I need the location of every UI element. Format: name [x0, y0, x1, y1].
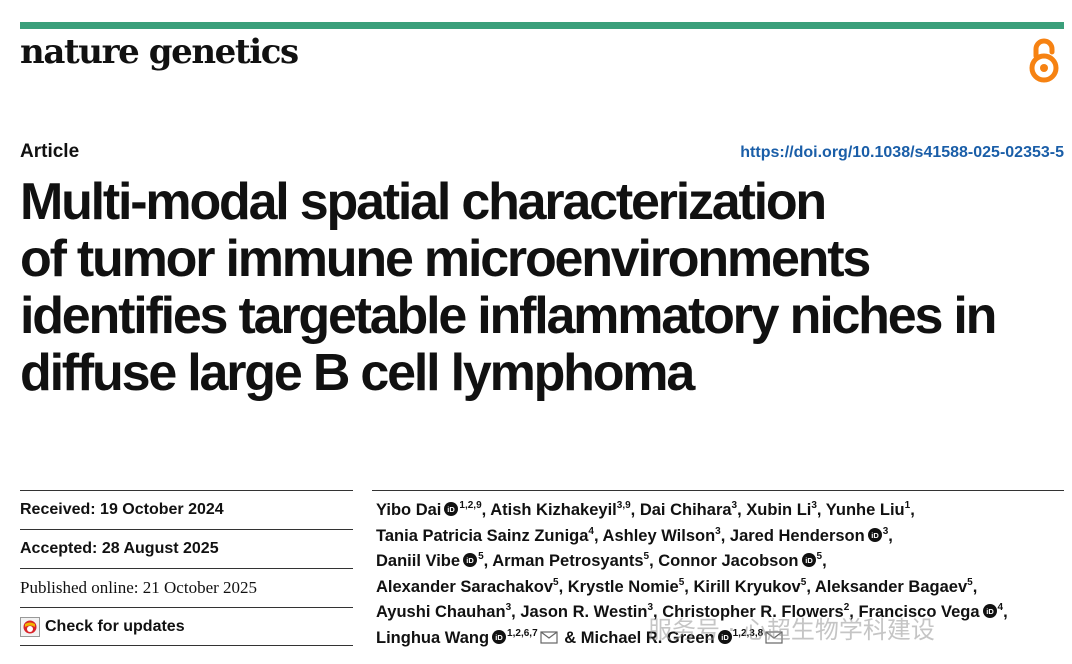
- affiliation-marker: 1,2,9: [459, 500, 482, 511]
- orcid-icon[interactable]: iD: [463, 553, 478, 567]
- author-name[interactable]: Francisco Vega: [858, 603, 980, 621]
- author-name[interactable]: Xubin Li: [746, 501, 812, 519]
- affiliation-marker: 3: [882, 525, 889, 537]
- affiliation-marker: 3,9: [616, 500, 631, 511]
- crossmark-icon: [20, 616, 40, 637]
- orcid-icon[interactable]: iD: [867, 527, 882, 542]
- author-name[interactable]: Atish Kizhakeyil: [490, 501, 617, 519]
- affiliation-marker: 5: [678, 576, 685, 588]
- affiliation-marker: 1,2,3,8: [732, 627, 764, 639]
- affiliation-marker: 5: [643, 551, 650, 562]
- watermark: 服务号 · 心超生物学科建设: [648, 616, 935, 644]
- orcid-icon[interactable]: iD: [717, 629, 732, 644]
- author-line: Daniil Vibe iD 5, Arman Petrosyants5, Conn…: [376, 551, 827, 571]
- svg-text:iD: iD: [721, 633, 729, 642]
- published-date: Published online: 21 October 2025: [20, 568, 353, 607]
- orcid-icon[interactable]: iD: [444, 502, 459, 516]
- accepted-value: 28 August 2025: [101, 540, 219, 557]
- open-access-icon[interactable]: [1026, 36, 1062, 84]
- author-name[interactable]: Jared Henderson: [729, 526, 865, 545]
- affiliation-marker: 5: [800, 576, 807, 588]
- author-name[interactable]: Jason R. Westin: [520, 603, 648, 621]
- author-name[interactable]: Linghua Wang: [376, 628, 490, 647]
- affiliation-marker: 5: [553, 576, 559, 588]
- affiliation-marker: 1,2,6,7: [507, 627, 538, 639]
- article-title: Multi-modal spatial characterization of …: [20, 174, 1060, 402]
- svg-text:iD: iD: [466, 556, 474, 565]
- svg-text:iD: iD: [805, 556, 813, 565]
- author-name[interactable]: Daniil Vibe: [376, 552, 461, 570]
- received-label: Received:: [20, 501, 96, 518]
- svg-text:iD: iD: [448, 505, 456, 514]
- affiliation-marker: 5: [816, 551, 823, 562]
- title-line: Multi-modal spatial characterization: [20, 173, 827, 231]
- author-name[interactable]: Arman Petrosyants: [492, 552, 644, 570]
- author-line: Yibo Dai iD 1,2,9, Atish Kizhakeyil3,9, Da…: [376, 500, 915, 520]
- journal-logo[interactable]: nature genetics: [20, 32, 299, 72]
- affiliation-marker: 3: [647, 602, 654, 613]
- author-name[interactable]: Aleksander Bagaev: [814, 577, 968, 596]
- affiliation-marker: 3: [715, 525, 721, 537]
- title-line: identifies targetable inflammatory niche…: [20, 287, 997, 345]
- orcid-icon[interactable]: iD: [982, 604, 997, 618]
- author-name[interactable]: Connor Jacobson: [658, 552, 799, 570]
- author-name[interactable]: Kirill Kryukov: [693, 577, 801, 596]
- title-line: of tumor immune microenvironments: [20, 230, 871, 288]
- author-name[interactable]: Michael R. Green: [580, 628, 715, 647]
- affiliation-marker: 4: [997, 602, 1004, 613]
- accepted-date: Accepted: 28 August 2025: [20, 529, 353, 568]
- envelope-icon[interactable]: [765, 630, 783, 644]
- author-name[interactable]: Yibo Dai: [376, 501, 442, 519]
- affiliation-marker: 5: [478, 551, 484, 562]
- orcid-icon[interactable]: iD: [492, 629, 507, 644]
- author-name[interactable]: Alexander Sarachakov: [376, 577, 554, 596]
- author-name[interactable]: Yunhe Liu: [825, 501, 905, 519]
- svg-text:iD: iD: [871, 531, 879, 540]
- author-line: Linghua Wang iD 1,2,6,7 & Michael R. Green…: [376, 626, 1066, 652]
- check-for-updates-button[interactable]: Check for updates: [20, 616, 185, 637]
- check-for-updates-label: Check for updates: [45, 617, 185, 635]
- svg-text:iD: iD: [986, 607, 994, 616]
- check-for-updates: Check for updates: [20, 607, 353, 646]
- affiliation-marker: 2: [843, 602, 850, 613]
- affiliation-marker: 3: [811, 500, 817, 511]
- author-name[interactable]: Dai Chihara: [639, 501, 732, 519]
- affiliation-marker: 1: [904, 500, 911, 511]
- published-value: 21 October 2025: [142, 578, 258, 597]
- received-date: Received: 19 October 2024: [20, 490, 353, 529]
- affiliation-marker: 5: [967, 576, 973, 588]
- affiliation-marker: 3: [505, 602, 512, 613]
- orcid-icon[interactable]: iD: [801, 553, 816, 567]
- author-list: Yibo Dai iD 1,2,9, Atish Kizhakeyil3,9, Da…: [376, 498, 1066, 651]
- author-line: Tania Patricia Sainz Zuniga4, Ashley Wil…: [376, 525, 893, 545]
- title-line: diffuse large B cell lymphoma: [20, 344, 695, 402]
- svg-text:iD: iD: [495, 633, 503, 642]
- publication-history: Received: 19 October 2024 Accepted: 28 A…: [20, 490, 353, 646]
- envelope-icon[interactable]: [540, 630, 558, 644]
- accepted-label: Accepted:: [20, 540, 98, 557]
- author-name[interactable]: Krystle Nomie: [567, 577, 679, 596]
- affiliation-marker: 4: [588, 525, 594, 537]
- authors-divider: [372, 490, 1064, 491]
- author-name[interactable]: Ayushi Chauhan: [376, 603, 506, 621]
- article-type: Article: [20, 141, 80, 162]
- author-line: Ayushi Chauhan3, Jason R. Westin3, Chris…: [376, 602, 1008, 622]
- published-label: Published online:: [20, 578, 139, 597]
- affiliation-marker: 3: [731, 500, 738, 511]
- author-name[interactable]: Christopher R. Flowers: [662, 603, 844, 621]
- author-name[interactable]: Ashley Wilson: [602, 526, 716, 545]
- journal-top-bar: [20, 22, 1064, 29]
- doi-link[interactable]: https://doi.org/10.1038/s41588-025-02353…: [740, 144, 1064, 161]
- received-value: 19 October 2024: [100, 501, 224, 518]
- author-line: Alexander Sarachakov5, Krystle Nomie5, K…: [376, 576, 978, 596]
- author-name[interactable]: Tania Patricia Sainz Zuniga: [376, 526, 589, 545]
